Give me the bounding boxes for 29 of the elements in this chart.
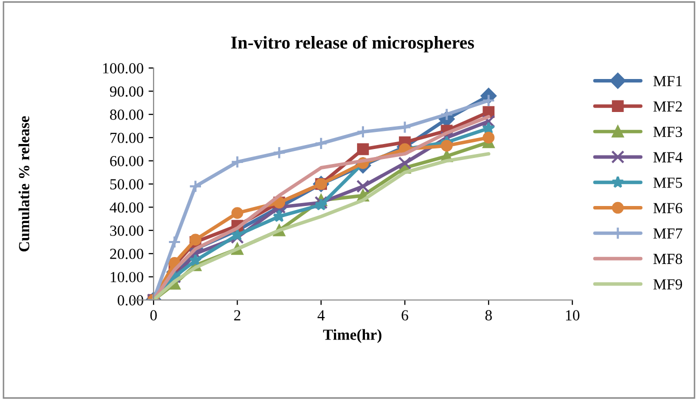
legend-label: MF9 [653, 279, 682, 290]
x-tick-label: 10 [566, 310, 580, 320]
y-tick-label: 90.00 [110, 86, 144, 97]
legend-label: MF4 [653, 152, 682, 162]
y-tick-label: 40.00 [110, 202, 144, 213]
y-tick-label: 80.00 [110, 110, 144, 120]
legend-label: MF1 [653, 76, 682, 86]
y-tick-label: 70.00 [110, 132, 144, 144]
x-tick-label: 6 [402, 310, 408, 320]
y-tick-label: 20.00 [110, 248, 144, 260]
x-axis-title: Time(hr) [323, 329, 382, 343]
chart-title: In-vitro release of microspheres [231, 36, 474, 52]
y-tick-label: 10.00 [110, 272, 144, 282]
legend-label: MF7 [653, 228, 682, 239]
x-tick-label: 0 [150, 310, 157, 320]
y-tick-label: 0.00 [118, 295, 144, 306]
x-tick-label: 8 [485, 310, 492, 320]
legend-label: MF5 [653, 178, 682, 188]
legend-label: MF2 [653, 101, 682, 112]
legend-label: MF3 [653, 126, 682, 138]
x-tick-label: 4 [318, 310, 325, 320]
y-tick-label: 30.00 [110, 226, 144, 236]
y-tick-label: 60.00 [110, 156, 144, 166]
y-axis-title: Cumulatie % release [18, 116, 30, 252]
x-tick-label: 2 [234, 310, 240, 320]
y-tick-label: 100.00 [103, 63, 144, 74]
y-tick-label: 50.00 [110, 179, 144, 190]
legend-label: MF6 [653, 203, 682, 214]
legend-label: MF8 [653, 254, 682, 264]
